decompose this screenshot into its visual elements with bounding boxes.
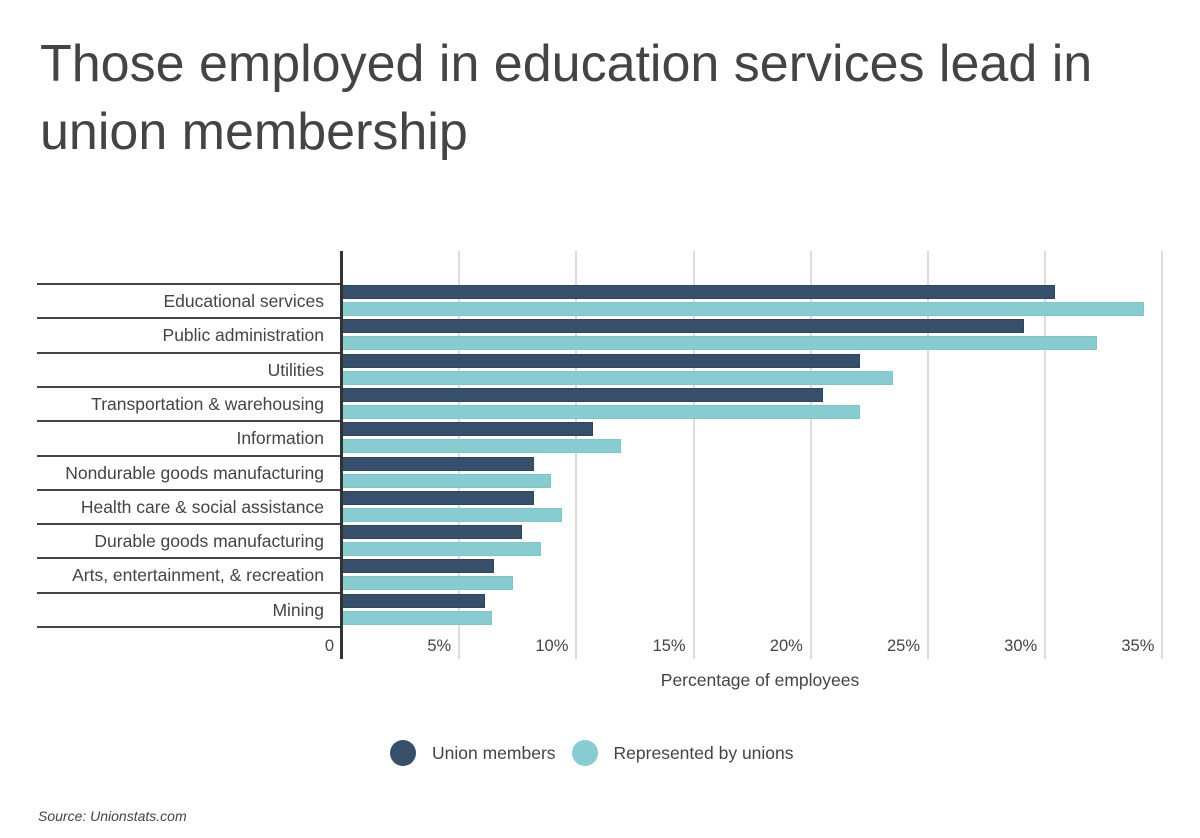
bar-union-members xyxy=(342,422,593,437)
chart-title: Those employed in education services lea… xyxy=(40,35,1093,161)
x-tick-label: 5% xyxy=(427,637,452,655)
bar-represented xyxy=(342,302,1144,316)
bar-union-members xyxy=(342,525,523,540)
bar-represented xyxy=(342,473,551,488)
row-separator xyxy=(37,317,341,320)
x-tick-label: 25% xyxy=(886,637,920,655)
gridline xyxy=(692,251,695,659)
legend: Union members Represented by unions xyxy=(390,740,810,766)
category-label: Arts, entertainment, & recreation xyxy=(72,565,324,586)
gridline xyxy=(809,251,812,659)
gridline xyxy=(1044,251,1047,659)
bar-represented xyxy=(342,370,893,385)
x-tick-label: 20% xyxy=(769,637,803,655)
category-label: Health care & social assistance xyxy=(80,496,324,517)
bar-union-members xyxy=(342,353,861,368)
bar-union-members xyxy=(342,593,485,608)
bar-union-members xyxy=(342,319,1025,334)
row-separator xyxy=(37,591,341,594)
x-tick-label: 10% xyxy=(535,637,569,655)
bar-represented xyxy=(342,507,563,522)
row-separator xyxy=(37,385,341,388)
legend-label: Union members xyxy=(432,742,556,763)
category-label: Durable goods manufacturing xyxy=(94,531,324,552)
category-label: Nondurable goods manufacturing xyxy=(65,462,324,483)
bar-union-members xyxy=(342,387,823,402)
legend-swatch-represented xyxy=(571,740,598,766)
bar-represented xyxy=(342,439,621,454)
gridline xyxy=(1161,251,1164,659)
bar-represented xyxy=(342,610,493,625)
row-separator xyxy=(37,557,341,560)
category-label: Educational services xyxy=(163,291,325,311)
x-tick-label: 15% xyxy=(652,637,686,655)
row-separator xyxy=(37,523,341,526)
legend-item-union-members: Union members xyxy=(390,740,556,766)
category-label: Mining xyxy=(272,599,324,620)
bar-union-members xyxy=(342,285,1055,299)
bar-union-members xyxy=(342,490,535,505)
y-axis-line xyxy=(340,251,343,659)
row-separator xyxy=(37,454,341,457)
x-axis-label: Percentage of employees xyxy=(660,670,860,690)
bar-represented xyxy=(342,576,514,591)
gridline xyxy=(458,251,461,659)
source-note: Source: Unionstats.com xyxy=(38,808,187,824)
bar-union-members xyxy=(342,456,535,471)
gridline xyxy=(575,251,578,659)
legend-label: Represented by unions xyxy=(613,742,794,763)
bar-union-members xyxy=(342,559,495,574)
x-tick-label: 35% xyxy=(1121,637,1155,655)
row-separator xyxy=(37,420,341,423)
legend-swatch-union-members xyxy=(390,740,416,766)
row-separator xyxy=(37,283,341,285)
row-separator xyxy=(37,626,341,628)
bar-represented xyxy=(342,336,1097,351)
category-label: Transportation & warehousing xyxy=(91,393,324,414)
bar-represented xyxy=(342,542,542,557)
row-separator xyxy=(37,351,341,354)
category-label: Utilities xyxy=(267,359,324,380)
bar-represented xyxy=(342,404,861,419)
x-tick-label: 0 xyxy=(324,637,334,655)
gridline xyxy=(927,251,929,659)
legend-item-represented: Represented by unions xyxy=(571,740,794,766)
x-tick-label: 30% xyxy=(1004,637,1038,655)
category-label: Public administration xyxy=(162,325,324,346)
row-separator xyxy=(37,488,341,491)
category-label: Information xyxy=(236,428,324,449)
